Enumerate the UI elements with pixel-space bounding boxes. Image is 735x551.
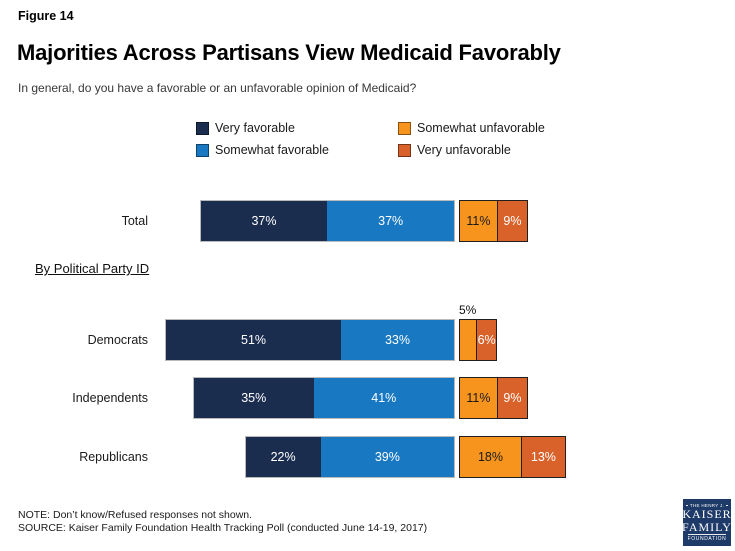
kff-logo-foundation: FOUNDATION [687, 536, 727, 542]
category-label-republicans: Republicans [79, 450, 148, 464]
kff-logo: THE HENRY J. KAISER FAMILY FOUNDATION [682, 499, 732, 546]
category-label-independents: Independents [72, 391, 148, 405]
legend-label: Very unfavorable [417, 143, 511, 157]
legend-swatch-somewhat-favorable [196, 143, 209, 157]
bar-segment-somewhat-unfavorable: 11% [460, 201, 497, 241]
figure-label: Figure 14 [18, 9, 74, 23]
kff-logo-family: FAMILY [682, 519, 732, 534]
bar-segment-somewhat-favorable: 37% [327, 201, 454, 241]
legend-label: Very favorable [215, 121, 295, 135]
unfavorable-bar-group: 11% 9% [459, 200, 528, 242]
legend-item-somewhat-favorable: Somewhat favorable [196, 143, 329, 157]
bar-segment-very-favorable: 51% [166, 320, 341, 360]
legend-item-somewhat-unfavorable: Somewhat unfavorable [398, 121, 545, 135]
footer-note: NOTE: Don’t know/Refused responses not s… [18, 509, 253, 521]
section-label: By Political Party ID [35, 261, 150, 276]
bar-segment-very-unfavorable: 13% [520, 437, 565, 477]
bar-segment-somewhat-favorable: 33% [340, 320, 454, 360]
legend-swatch-somewhat-unfavorable [398, 121, 411, 135]
kff-logo-rule [688, 534, 726, 535]
legend-swatch-very-unfavorable [398, 143, 411, 157]
bar-segment-very-favorable: 35% [193, 378, 314, 418]
legend-label: Somewhat favorable [215, 143, 329, 157]
footer-source: SOURCE: Kaiser Family Foundation Health … [18, 522, 428, 534]
favorable-bar-group: 35% 41% [192, 377, 455, 419]
kff-logo-kaiser: KAISER [682, 507, 732, 521]
chart-subtitle: In general, do you have a favorable or a… [18, 81, 417, 95]
bar-segment-somewhat-unfavorable: 18% [460, 437, 521, 477]
favorable-bar-group: 22% 39% [244, 436, 455, 478]
unfavorable-bar-group: 6% [459, 319, 497, 361]
bar-segment-very-unfavorable: 6% [476, 320, 496, 360]
bar-segment-somewhat-favorable: 41% [313, 378, 454, 418]
legend-label: Somewhat unfavorable [417, 121, 545, 135]
kff-logo-line1: THE HENRY J. [686, 503, 729, 508]
page-title: Majorities Across Partisans View Medicai… [17, 40, 561, 65]
bar-segment-very-unfavorable: 9% [496, 378, 527, 418]
bar-segment-somewhat-unfavorable: 11% [460, 378, 497, 418]
bar-segment-very-unfavorable: 9% [496, 201, 527, 241]
bar-segment-somewhat-favorable: 39% [320, 437, 454, 477]
bar-segment-very-favorable: 22% [245, 437, 321, 477]
favorable-bar-group: 37% 37% [199, 200, 455, 242]
category-label-democrats: Democrats [87, 333, 148, 347]
bar-segment-very-favorable: 37% [200, 201, 328, 241]
unfavorable-bar-group: 11% 9% [459, 377, 528, 419]
unfavorable-bar-group: 18% 13% [459, 436, 566, 478]
legend-item-very-unfavorable: Very unfavorable [398, 143, 511, 157]
outside-value-label: 5% [458, 303, 477, 317]
legend-swatch-very-favorable [196, 121, 209, 135]
bar-segment-somewhat-unfavorable [460, 320, 477, 360]
category-label-total: Total [121, 214, 148, 228]
favorable-bar-group: 51% 33% [165, 319, 455, 361]
legend-item-very-favorable: Very favorable [196, 121, 295, 135]
